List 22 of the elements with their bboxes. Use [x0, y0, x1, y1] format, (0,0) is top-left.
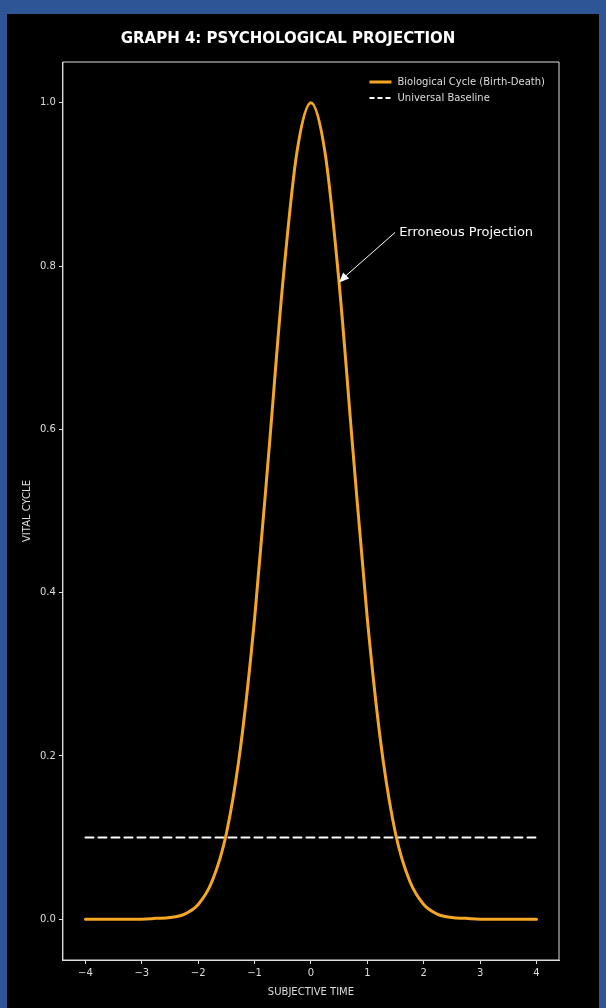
x-tick-label: −2 [190, 966, 206, 978]
x-axis-title: SUBJECTIVE TIME [267, 985, 355, 997]
legend-label: Universal Baseline [397, 91, 490, 103]
x-tick-label: 1 [364, 966, 371, 978]
y-tick-label: 0.6 [40, 422, 56, 434]
x-tick-label: −4 [78, 966, 93, 978]
line-series [83, 101, 538, 921]
y-tick-label: 0.0 [40, 912, 56, 924]
legend-label: Biological Cycle (Birth-Death) [397, 75, 546, 87]
y-tick-label: 0.8 [40, 259, 56, 271]
x-tick-label: 0 [307, 966, 315, 978]
x-tick-label: 2 [420, 966, 427, 978]
x-tick-label: −3 [134, 966, 150, 978]
x-tick-label: 4 [533, 966, 540, 978]
annotation: Erroneous Projection [399, 223, 534, 239]
y-tick-label: 1.0 [40, 96, 56, 108]
chart-title: GRAPH 4: PSYCHOLOGICAL PROJECTION [120, 28, 456, 47]
x-tick-label: −1 [247, 966, 262, 978]
y-axis-title: VITAL CYCLE [20, 480, 32, 542]
x-tick-label: 3 [476, 966, 484, 978]
y-tick-label: 0.4 [40, 586, 56, 598]
y-tick-label: 0.2 [40, 749, 56, 761]
